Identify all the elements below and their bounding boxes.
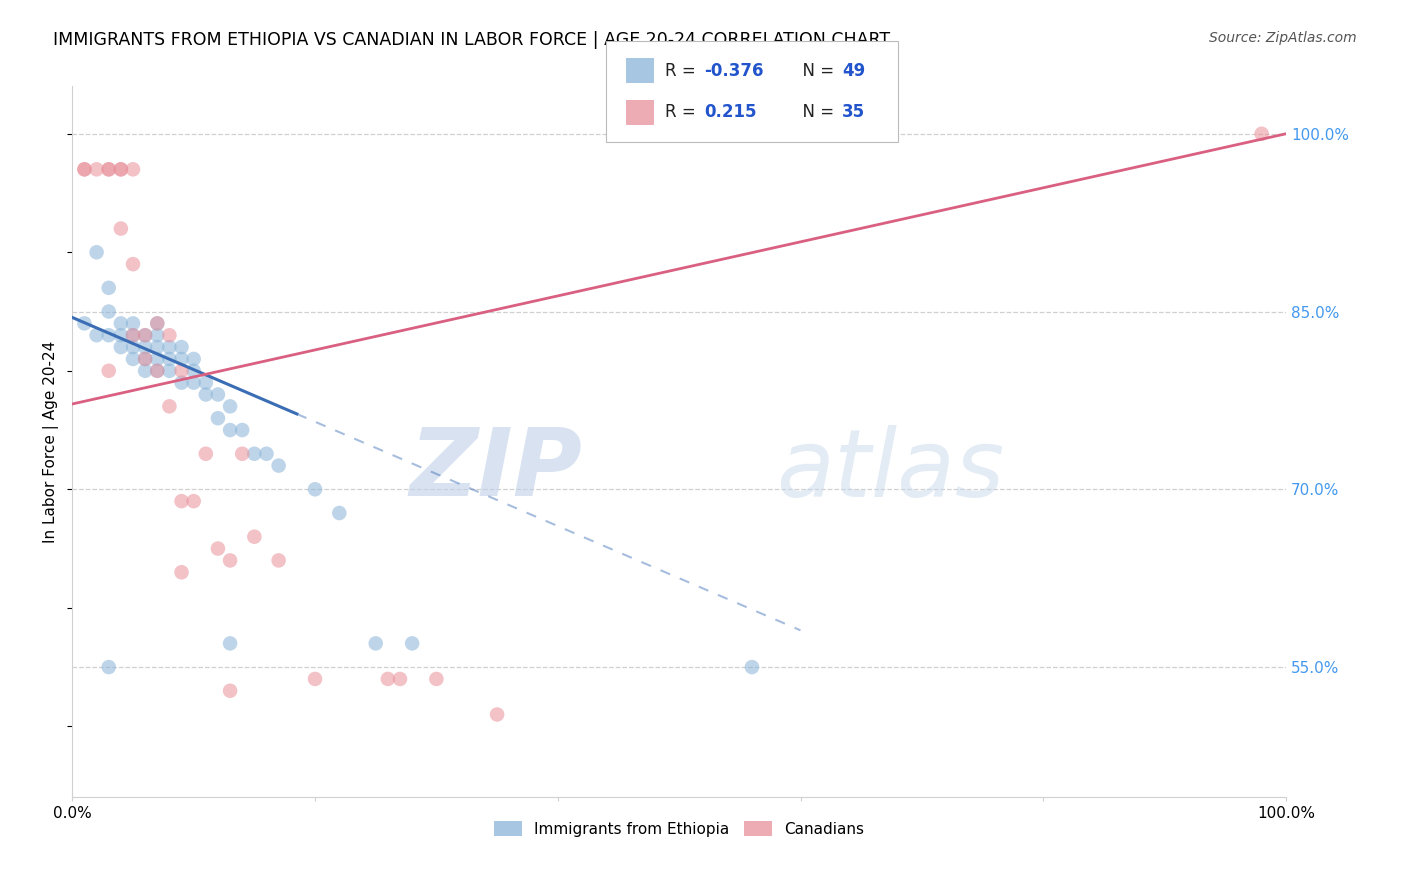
Point [122,328,145,343]
Point [97,281,120,295]
Point [110,317,132,331]
Point [73,162,96,177]
Point [122,340,145,354]
Point [231,447,253,461]
Text: N =: N = [792,103,839,121]
Text: N =: N = [792,62,839,79]
Point [377,672,399,686]
Point [170,494,193,508]
Point [122,162,145,177]
Point [134,328,156,343]
Point [73,317,96,331]
Legend: Immigrants from Ethiopia, Canadians: Immigrants from Ethiopia, Canadians [488,815,870,843]
Point [110,328,132,343]
Point [207,541,229,556]
Point [122,351,145,366]
Point [110,221,132,235]
Point [183,364,205,378]
Point [110,162,132,177]
Point [97,660,120,674]
Point [97,162,120,177]
Point [134,351,156,366]
Point [73,162,96,177]
Point [364,636,387,650]
Point [401,636,423,650]
Text: -0.376: -0.376 [704,62,763,79]
Point [157,340,180,354]
Point [170,351,193,366]
Point [122,317,145,331]
Point [170,566,193,580]
Text: 0.215: 0.215 [704,103,756,121]
Point [231,423,253,437]
Text: atlas: atlas [776,425,1004,516]
Point [486,707,509,722]
Point [86,328,108,343]
Point [219,400,242,414]
Text: 35: 35 [842,103,865,121]
Point [219,683,242,698]
Point [146,364,169,378]
Point [97,304,120,318]
Point [134,351,156,366]
Point [146,328,169,343]
Point [146,351,169,366]
Point [146,317,169,331]
Point [267,553,290,567]
Point [170,376,193,390]
Point [219,423,242,437]
Point [219,636,242,650]
Y-axis label: In Labor Force | Age 20-24: In Labor Force | Age 20-24 [44,341,59,543]
Point [741,660,763,674]
Point [134,340,156,354]
Point [157,364,180,378]
Point [207,387,229,401]
Point [146,340,169,354]
Text: R =: R = [665,103,706,121]
Point [97,364,120,378]
Point [219,553,242,567]
Text: IMMIGRANTS FROM ETHIOPIA VS CANADIAN IN LABOR FORCE | AGE 20-24 CORRELATION CHAR: IMMIGRANTS FROM ETHIOPIA VS CANADIAN IN … [53,31,890,49]
Point [134,328,156,343]
Point [304,672,326,686]
Point [170,340,193,354]
Point [110,340,132,354]
Point [97,162,120,177]
Point [194,387,217,401]
Point [194,447,217,461]
Point [86,245,108,260]
Point [97,328,120,343]
Point [122,328,145,343]
Point [267,458,290,473]
Point [110,162,132,177]
Point [170,364,193,378]
Point [425,672,447,686]
Text: R =: R = [665,62,702,79]
Point [256,447,278,461]
Text: 49: 49 [842,62,866,79]
Point [304,483,326,497]
Point [243,530,266,544]
Point [183,494,205,508]
Point [183,351,205,366]
Point [157,328,180,343]
Point [86,162,108,177]
Point [1250,127,1272,141]
Point [207,411,229,425]
Point [328,506,350,520]
Point [183,376,205,390]
Point [146,317,169,331]
Point [157,351,180,366]
Point [388,672,411,686]
Text: ZIP: ZIP [409,425,582,516]
Text: Source: ZipAtlas.com: Source: ZipAtlas.com [1209,31,1357,45]
Point [194,376,217,390]
Point [243,447,266,461]
Point [157,400,180,414]
Point [134,364,156,378]
Point [146,364,169,378]
Point [122,257,145,271]
